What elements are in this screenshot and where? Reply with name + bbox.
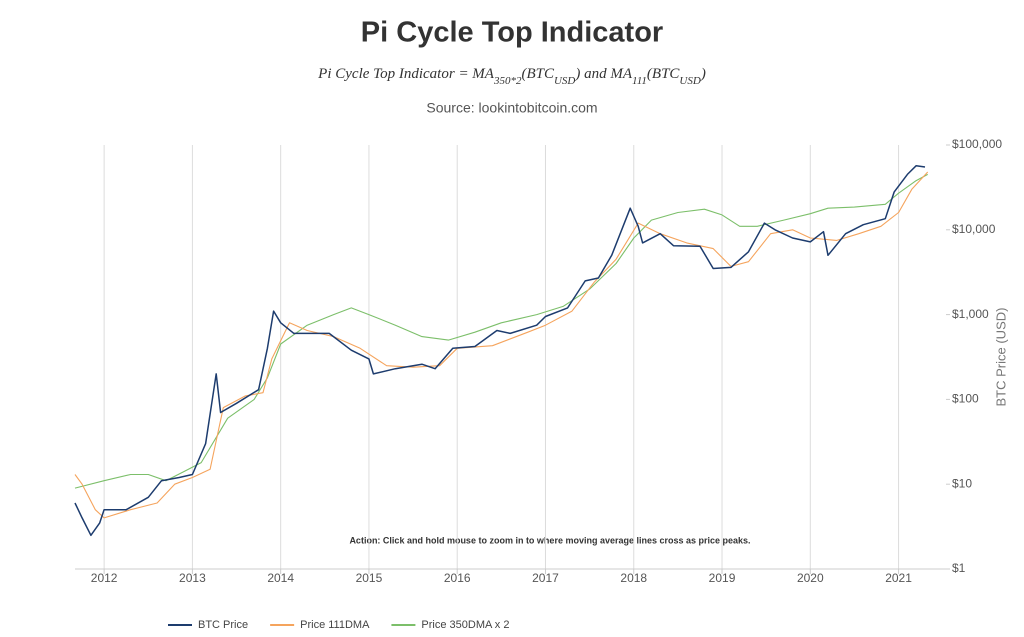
- x-tick-label: 2018: [620, 571, 647, 585]
- x-tick-label: 2020: [797, 571, 824, 585]
- annotation: Action: Click and hold mouse to zoom in …: [349, 535, 750, 545]
- subtitle-part: Pi Cycle Top Indicator = MA: [317, 66, 495, 82]
- subtitle-subscript: 350*2: [493, 75, 522, 87]
- subtitle-part: ): [700, 66, 706, 82]
- x-tick-label: 2014: [267, 571, 294, 585]
- x-tick-label: 2013: [179, 571, 206, 585]
- legend-label: Price 350DMA x 2: [421, 619, 509, 631]
- series-line: [74, 164, 926, 537]
- subtitle-subscript: 111: [632, 75, 647, 87]
- legend-label: BTC Price: [198, 619, 248, 631]
- x-tick-label: 2016: [444, 571, 471, 585]
- chart-subtitle: Pi Cycle Top Indicator = MA350*2(BTCUSD)…: [317, 66, 706, 86]
- chart-title: Pi Cycle Top Indicator: [361, 17, 663, 49]
- subtitle-subscript: USD: [554, 75, 575, 87]
- y-axis-label: BTC Price (USD): [993, 308, 1008, 407]
- x-tick-label: 2015: [356, 571, 383, 585]
- subtitle-part: (BTC: [521, 66, 555, 82]
- subtitle-subscript: USD: [679, 75, 700, 87]
- y-tick-label: $10: [952, 476, 972, 490]
- y-tick-label: $10,000: [952, 222, 996, 236]
- y-tick-label: $1,000: [952, 307, 989, 321]
- y-tick-label: $1: [952, 561, 966, 575]
- chart-source: Source: lookintobitcoin.com: [426, 100, 597, 116]
- subtitle-part: (BTC: [647, 66, 681, 82]
- series-line: [74, 173, 928, 489]
- legend-label: Price 111DMA: [300, 619, 370, 631]
- y-tick-label: $100: [952, 392, 979, 406]
- x-tick-label: 2012: [91, 571, 118, 585]
- x-tick-label: 2019: [709, 571, 736, 585]
- y-tick-label: $100,000: [952, 137, 1002, 151]
- series-line: [74, 171, 929, 519]
- x-tick-label: 2021: [885, 571, 912, 585]
- x-tick-label: 2017: [532, 571, 559, 585]
- subtitle-part: ) and MA: [574, 66, 632, 82]
